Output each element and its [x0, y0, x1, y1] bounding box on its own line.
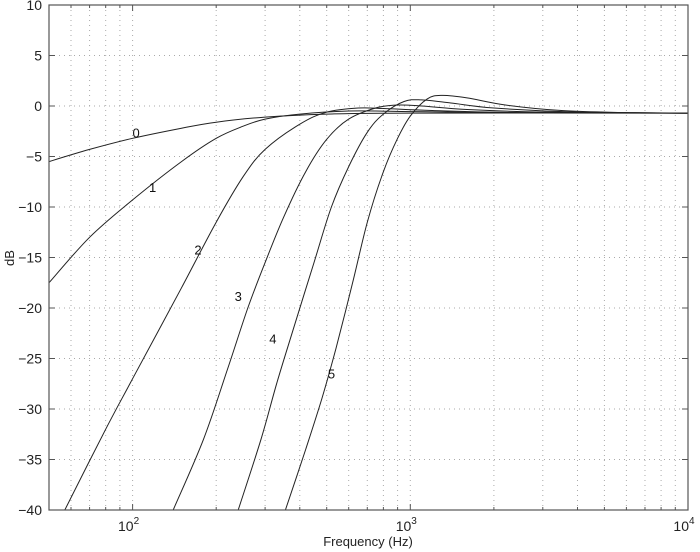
curve-5	[284, 94, 688, 510]
y-tick-label: −30	[18, 401, 42, 417]
curve-3	[172, 104, 688, 510]
curve-labels: 0 1 2 3 4 5	[133, 125, 336, 381]
curve-label-1: 1	[149, 180, 156, 195]
y-tick-label: 0	[34, 98, 42, 114]
curve-0	[49, 112, 688, 163]
x-tick-label: 103	[396, 516, 418, 534]
y-tick-label: −25	[18, 351, 42, 367]
curve-label-0: 0	[133, 125, 140, 140]
curve-label-5: 5	[328, 367, 335, 382]
x-tick-label: 104	[673, 516, 695, 534]
y-tick-label: −5	[26, 149, 42, 165]
y-tick-label: −20	[18, 300, 42, 316]
y-tick-label: 5	[34, 48, 42, 64]
grid-lines	[49, 5, 688, 510]
x-axis-label: Frequency (Hz)	[323, 534, 413, 549]
y-tick-label: 10	[26, 0, 42, 13]
curve-label-2: 2	[194, 242, 201, 257]
curve-label-4: 4	[269, 331, 276, 346]
axis-ticks	[48, 4, 689, 511]
y-tick-label: −10	[18, 199, 42, 215]
curve-2	[64, 107, 688, 510]
x-tick-label: 102	[118, 516, 140, 534]
y-tick-label: −40	[18, 502, 42, 518]
curve-1	[49, 110, 688, 284]
response-curves	[49, 94, 688, 510]
x-tick-labels: 102 103 104	[118, 516, 695, 534]
curve-4	[237, 99, 688, 510]
y-tick-labels: 10 5 0 −5 −10 −15 −20 −25 −30 −35 −40	[18, 0, 42, 518]
y-tick-label: −35	[18, 452, 42, 468]
y-axis-label: dB	[2, 250, 17, 266]
curve-label-3: 3	[235, 289, 242, 304]
y-tick-label: −15	[18, 250, 42, 266]
